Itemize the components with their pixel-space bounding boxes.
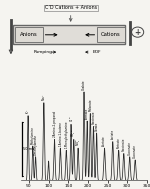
Bar: [13, 25, 125, 44]
Text: K$^+$: K$^+$: [24, 108, 32, 114]
Text: Methylamine: Methylamine: [31, 126, 35, 144]
Text: Succinate: Succinate: [92, 111, 95, 124]
Text: Gluconate: Gluconate: [133, 144, 137, 158]
Text: Pumping: Pumping: [34, 50, 53, 54]
Text: Citrate: Citrate: [95, 122, 99, 131]
Text: 1-Phenylethylamine: 1-Phenylethylamine: [64, 120, 68, 148]
Text: Acetate: Acetate: [102, 135, 106, 146]
Text: NO$_3^-$: NO$_3^-$: [74, 138, 82, 146]
Text: Lactate: Lactate: [111, 129, 115, 139]
Text: 50 mV: 50 mV: [23, 147, 34, 151]
Text: Formate: Formate: [85, 108, 89, 119]
Text: Dimethylamine: Dimethylamine: [34, 133, 38, 155]
Text: C’D Cations + Anions: C’D Cations + Anions: [45, 5, 97, 10]
Text: Na$^+$: Na$^+$: [40, 93, 48, 101]
Bar: [15, 27, 43, 42]
Text: Cations: Cations: [101, 32, 121, 37]
Text: Anions: Anions: [20, 32, 38, 37]
Text: Cl$^-$: Cl$^-$: [68, 116, 75, 122]
Bar: [97, 27, 125, 42]
Text: 2-Amino-2-propanol: 2-Amino-2-propanol: [52, 110, 56, 137]
Text: Tartrate: Tartrate: [117, 137, 121, 148]
Text: Gluconate: Gluconate: [128, 141, 132, 155]
Text: Succinate: Succinate: [122, 138, 126, 151]
Text: Oxalate: Oxalate: [82, 79, 86, 90]
Text: Malonate: Malonate: [88, 99, 92, 111]
Text: +: +: [135, 28, 141, 37]
Text: SO$_4^{2-}$: SO$_4^{2-}$: [69, 128, 78, 137]
Text: EOF: EOF: [92, 50, 101, 54]
Text: 1-Amino-1-butane: 1-Amino-1-butane: [58, 121, 62, 146]
